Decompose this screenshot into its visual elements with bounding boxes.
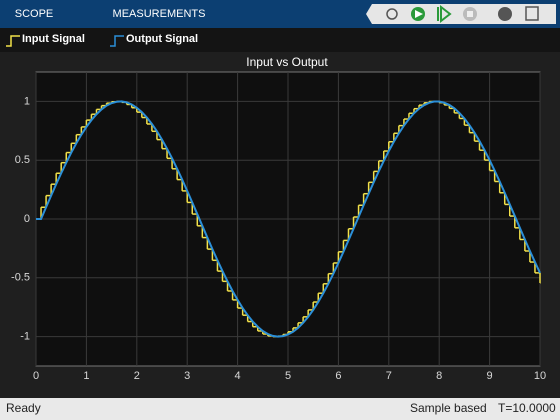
legend-label: Input Signal <box>22 33 85 45</box>
legend-bar <box>0 28 560 52</box>
y-tick-label: -0.5 <box>11 272 30 284</box>
undock-button[interactable] <box>525 6 539 21</box>
x-tick-label: 1 <box>83 370 89 382</box>
x-tick-label: 2 <box>134 370 140 382</box>
y-tick-label: 0 <box>24 213 30 225</box>
step-button[interactable] <box>437 4 452 24</box>
x-tick-label: 3 <box>184 370 190 382</box>
y-tick-label: -1 <box>20 331 30 343</box>
x-tick-label: 7 <box>386 370 392 382</box>
y-tick-label: 0.5 <box>15 154 30 166</box>
stop-icon <box>467 11 473 17</box>
legend-icon <box>6 35 20 47</box>
legend-icon <box>110 35 124 47</box>
series-line <box>36 100 541 338</box>
x-tick-label: 4 <box>235 370 241 382</box>
run-icon <box>415 10 423 18</box>
x-tick-label: 5 <box>285 370 291 382</box>
help-button[interactable] <box>498 7 512 21</box>
toolbar-icons <box>366 4 556 24</box>
legend-label: Output Signal <box>126 33 198 45</box>
mode: Sample based <box>410 401 487 415</box>
status: Ready <box>6 401 41 415</box>
x-tick-label: 10 <box>534 370 546 382</box>
tab[interactable]: MEASUREMENTS <box>113 8 206 20</box>
x-tick-label: 9 <box>487 370 493 382</box>
status-bar <box>0 398 560 420</box>
y-tick-label: 1 <box>24 95 30 107</box>
x-tick-label: 0 <box>33 370 39 382</box>
tab[interactable]: SCOPE <box>15 8 54 20</box>
x-tick-label: 6 <box>335 370 341 382</box>
settings-button[interactable] <box>386 8 398 20</box>
time: T=10.0000 <box>498 401 556 415</box>
x-tick-label: 8 <box>436 370 442 382</box>
chart-title: Input vs Output <box>246 55 328 69</box>
